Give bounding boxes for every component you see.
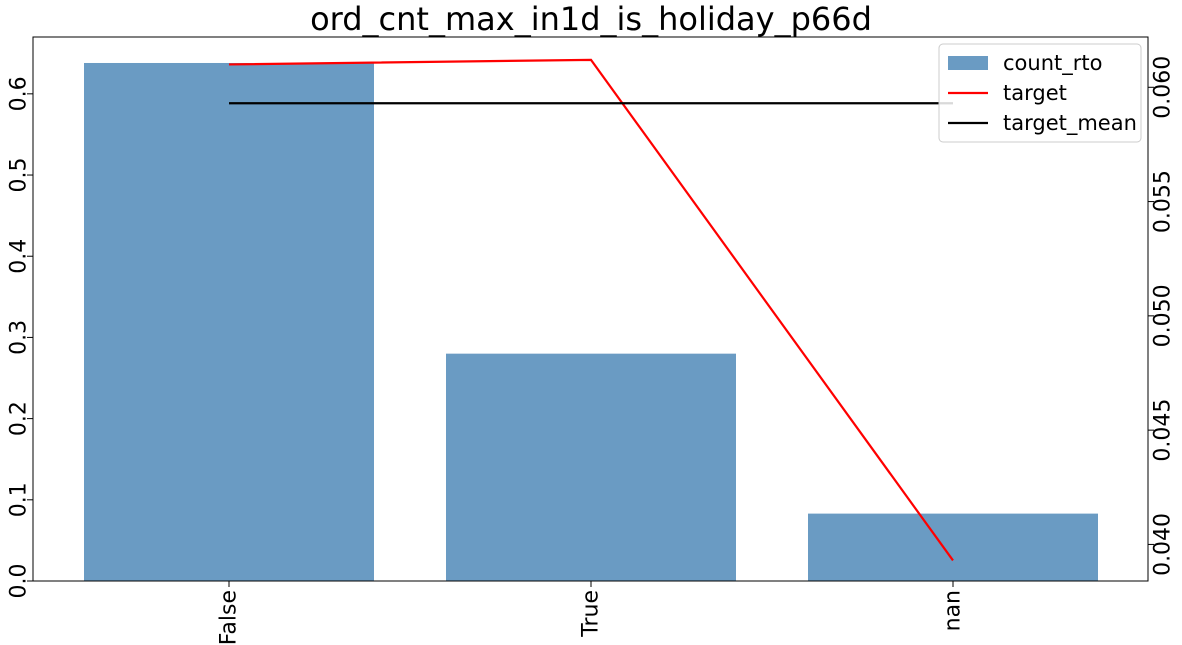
right-tick-label: 0.060 xyxy=(1151,56,1176,119)
legend-label-target-mean: target_mean xyxy=(1003,111,1137,136)
left-tick-label: 0.4 xyxy=(7,239,32,274)
bar-false xyxy=(84,62,374,581)
right-tick-label: 0.040 xyxy=(1151,513,1176,576)
x-tick-label: nan xyxy=(941,590,966,631)
right-tick-label: 0.045 xyxy=(1151,399,1176,462)
series-line-target xyxy=(228,58,954,562)
legend-box xyxy=(938,43,1142,143)
right-tick-label: 0.055 xyxy=(1151,170,1176,233)
bar-true xyxy=(446,353,736,581)
left-tick-label: 0.5 xyxy=(7,158,32,193)
legend-label-count-rto: count_rto xyxy=(1003,51,1102,76)
chart-title: ord_cnt_max_in1d_is_holiday_p66d xyxy=(310,0,872,38)
left-tick-label: 0.0 xyxy=(7,564,32,599)
legend-label-target: target xyxy=(1003,81,1067,105)
legend-swatch-count-rto xyxy=(948,56,988,70)
left-tick-label: 0.1 xyxy=(7,482,32,517)
x-tick-label: False xyxy=(217,590,242,645)
bar-nan xyxy=(808,513,1098,581)
right-tick-label: 0.050 xyxy=(1151,284,1176,347)
bars-layer xyxy=(84,62,1098,581)
left-tick-label: 0.3 xyxy=(7,320,32,355)
x-tick-label: True xyxy=(579,590,604,638)
left-tick-label: 0.2 xyxy=(7,401,32,436)
axes-layer: 0.0 0.1 0.2 0.3 0.4 0.5 0.6 0.040 0.045 0.050 0.05… xyxy=(7,36,1176,645)
lines-layer xyxy=(228,58,954,562)
left-tick-label: 0.6 xyxy=(7,76,32,111)
